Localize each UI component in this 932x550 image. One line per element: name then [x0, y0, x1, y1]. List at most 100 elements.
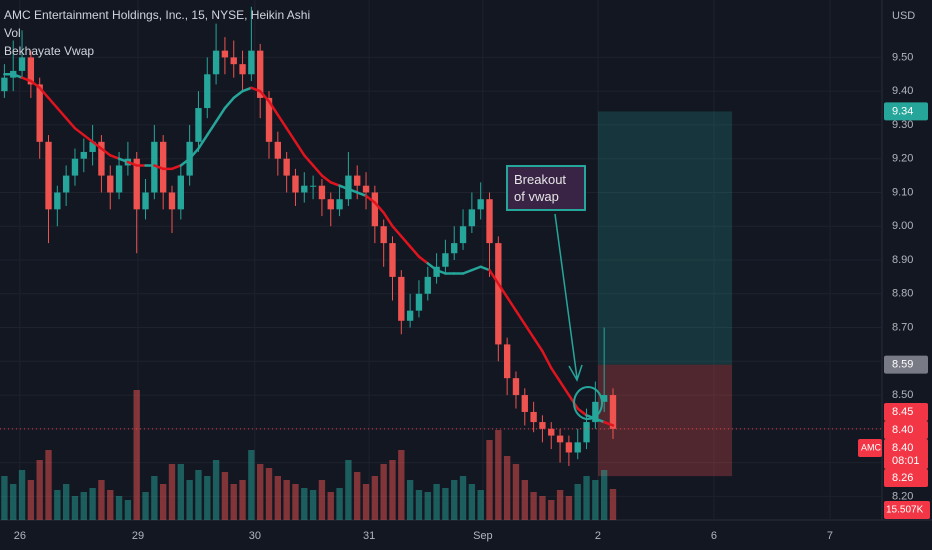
volume-bar	[265, 468, 273, 520]
candle-body	[195, 108, 202, 142]
x-tick-label: 6	[711, 530, 717, 542]
candle-body	[609, 395, 617, 429]
candle-body	[159, 141, 167, 193]
volume-bar	[159, 484, 167, 520]
vwap-segment	[232, 89, 244, 100]
vwap-segment	[550, 366, 562, 383]
volume-badge	[884, 501, 930, 519]
y-tick-label: 8.80	[892, 288, 913, 300]
candle-body	[380, 226, 387, 244]
y-tick-label: 8.50	[892, 389, 913, 401]
candle-body	[565, 442, 573, 453]
candle-body	[230, 57, 237, 65]
vwap-segment	[11, 73, 24, 79]
candle-body	[27, 57, 35, 85]
candle-body	[248, 50, 255, 75]
stop-badge-label: 8.26	[892, 472, 913, 484]
candle-body	[327, 199, 334, 210]
candle-body	[274, 141, 282, 159]
x-tick-label: 7	[827, 530, 833, 542]
y-tick-label: 8.90	[892, 254, 913, 266]
volume-bar	[301, 488, 308, 520]
y-tick-label: 9.30	[892, 119, 913, 131]
vwap-segment	[100, 147, 112, 157]
vwap-segment	[250, 86, 262, 93]
volume-bar	[151, 476, 158, 520]
volume-bar	[283, 480, 290, 520]
candle-body	[309, 185, 317, 187]
candle-body	[389, 243, 396, 277]
last-price-badge	[884, 438, 928, 469]
volume-bar	[503, 456, 511, 520]
vwap-segment	[391, 224, 403, 238]
volume-bar	[433, 484, 440, 520]
candle-body	[142, 192, 149, 210]
vwap-segment	[38, 86, 50, 100]
candle-body	[80, 151, 87, 159]
candle-body	[556, 435, 564, 443]
vwap-segment	[576, 407, 588, 417]
y-tick-label: 9.00	[892, 220, 913, 232]
vwap-segment	[73, 127, 86, 137]
candle-body	[212, 50, 220, 75]
vwap-segment	[82, 133, 94, 144]
vwap-segment	[364, 194, 377, 204]
price-badge-label: 8.45	[892, 406, 913, 418]
vwap-segment	[470, 265, 482, 272]
candle-body	[151, 141, 158, 193]
volume-bar	[177, 464, 184, 520]
candle-body	[548, 428, 555, 436]
volume-bar	[556, 490, 564, 520]
volume-bar	[248, 450, 255, 520]
currency-label: USD	[892, 10, 915, 22]
volume-bar	[539, 496, 546, 520]
volume-bar	[221, 472, 229, 520]
vwap-segment	[347, 187, 359, 194]
volume-bar	[142, 492, 149, 520]
vwap-segment	[523, 322, 535, 339]
vwap-segment	[408, 245, 421, 258]
annotation: Breakout of vwap	[506, 165, 586, 211]
candle-body	[583, 422, 590, 443]
x-tick-label: 31	[363, 530, 375, 542]
volume-bar	[486, 440, 493, 520]
vwap-segment	[214, 106, 227, 123]
volume-bar	[565, 496, 573, 520]
candle-body	[592, 401, 599, 423]
vwap-segment	[170, 164, 183, 171]
candle-body	[45, 141, 52, 210]
candle-body	[442, 253, 449, 267]
candle-body	[54, 192, 61, 210]
candle-body	[477, 199, 484, 210]
volume-bar	[336, 488, 343, 520]
vwap-segment	[188, 147, 200, 160]
volume-bar	[54, 490, 61, 520]
volume-bar	[389, 460, 396, 520]
vwap-segment	[417, 255, 430, 265]
vwap-segment	[20, 76, 33, 83]
vwap-segment	[505, 295, 518, 312]
last-price-label: 8.40	[892, 442, 913, 454]
annotation-arrowhead	[568, 364, 583, 382]
price-badge-label: 9.34	[892, 105, 913, 117]
volume-bar	[204, 476, 211, 520]
vwap-segment	[258, 89, 271, 103]
candle-body	[406, 310, 414, 321]
volume-bar	[18, 470, 26, 520]
candle-body	[283, 158, 290, 176]
vwap-segment	[197, 133, 209, 150]
volume-bar	[27, 480, 35, 520]
candle-body	[354, 175, 361, 186]
indicator-label: Vol	[4, 26, 21, 40]
volume-bar	[133, 390, 140, 520]
candle-body	[371, 192, 379, 227]
vwap-segment	[602, 420, 615, 427]
candle-body	[301, 185, 308, 193]
vwap-segment	[497, 282, 509, 299]
candle-body	[239, 64, 246, 75]
symbol-badge	[858, 438, 882, 457]
volume-bar	[115, 496, 123, 520]
candle-body	[398, 276, 405, 321]
candle-body	[265, 97, 273, 142]
